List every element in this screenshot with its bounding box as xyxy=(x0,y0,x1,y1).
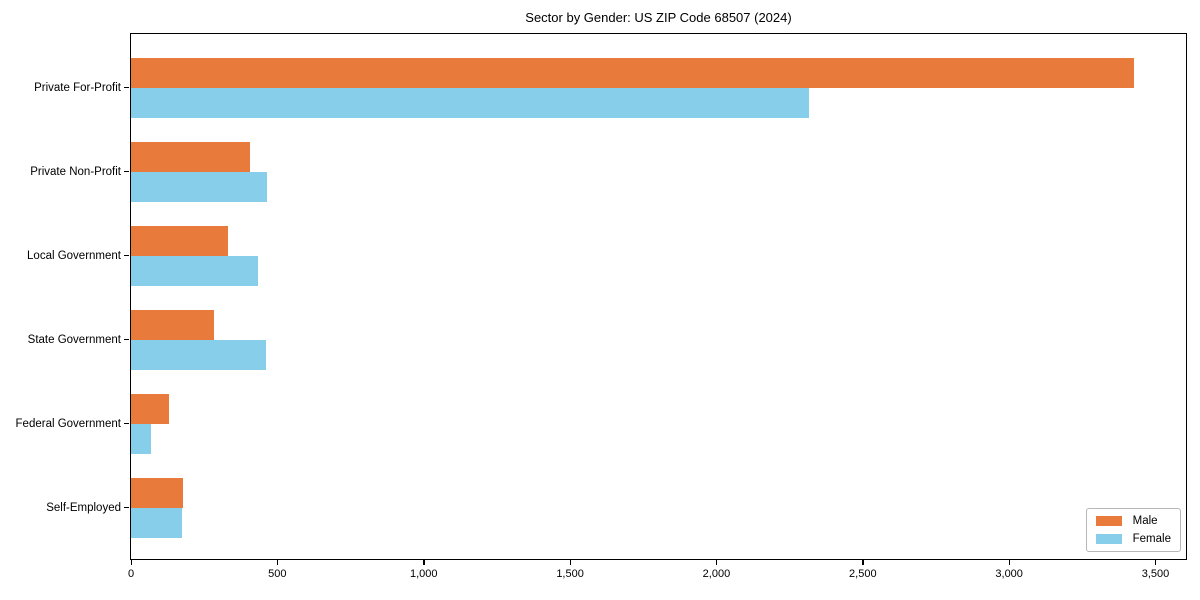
bar-female-0 xyxy=(131,87,809,118)
y-axis-label: Private Non-Profit xyxy=(30,165,121,178)
x-axis-tick xyxy=(569,559,571,565)
bar-male-2 xyxy=(131,225,228,256)
x-axis-tick-label: 3,000 xyxy=(995,568,1023,580)
x-axis-tick xyxy=(423,559,425,565)
legend-label: Male xyxy=(1132,515,1158,527)
x-axis-tick xyxy=(715,559,718,565)
x-axis-tick-label: 2,500 xyxy=(849,568,877,580)
y-axis-tick xyxy=(124,507,129,509)
bar-male-1 xyxy=(131,141,250,172)
y-axis-tick xyxy=(124,255,129,257)
y-axis-tick xyxy=(124,87,129,89)
plot-area: Private For-Profit Private Non-Profit Loca… xyxy=(16,33,1187,580)
legend-swatch-male xyxy=(1095,516,1122,526)
bar-female-5 xyxy=(131,507,183,538)
bar-female-4 xyxy=(131,423,151,454)
x-axis-tick-label: 1,000 xyxy=(409,568,438,580)
y-axis-label: Federal Government xyxy=(15,417,121,430)
x-axis-tick-label: 500 xyxy=(268,568,287,580)
x-axis-tick xyxy=(130,559,132,565)
x-axis-tick xyxy=(1155,559,1157,565)
legend: Male Female xyxy=(1085,508,1181,552)
legend-label: Female xyxy=(1132,533,1171,545)
legend-item-female: Female xyxy=(1095,533,1171,545)
x-axis-tick xyxy=(862,559,864,565)
bar-female-2 xyxy=(131,255,259,286)
y-axis-tick xyxy=(124,339,129,341)
legend-swatch-female xyxy=(1095,534,1122,544)
x-axis-tick-label: 1,500 xyxy=(556,568,584,580)
y-axis-label: Local Government xyxy=(27,249,121,262)
x-axis-tick xyxy=(1008,559,1010,565)
legend-item-male: Male xyxy=(1095,515,1171,527)
x-axis-tick xyxy=(276,559,279,565)
chart-title: Sector by Gender: US ZIP Code 68507 (202… xyxy=(525,10,792,25)
bar-male-5 xyxy=(131,477,183,508)
y-axis-label: Private For-Profit xyxy=(34,81,121,94)
bar-male-3 xyxy=(131,309,215,340)
bar-female-3 xyxy=(131,339,266,370)
y-axis-label: State Government xyxy=(27,333,121,346)
bar-male-0 xyxy=(131,57,1134,88)
bar-female-1 xyxy=(131,171,268,202)
y-axis-tick xyxy=(124,171,129,173)
y-axis-label: Self-Employed xyxy=(46,501,121,514)
bar-male-4 xyxy=(131,393,170,424)
x-axis-tick-label: 3,500 xyxy=(1141,568,1170,580)
x-axis-tick-label: 0 xyxy=(127,568,135,580)
x-axis-tick-label: 2,000 xyxy=(702,568,731,580)
y-axis-tick xyxy=(124,423,129,425)
